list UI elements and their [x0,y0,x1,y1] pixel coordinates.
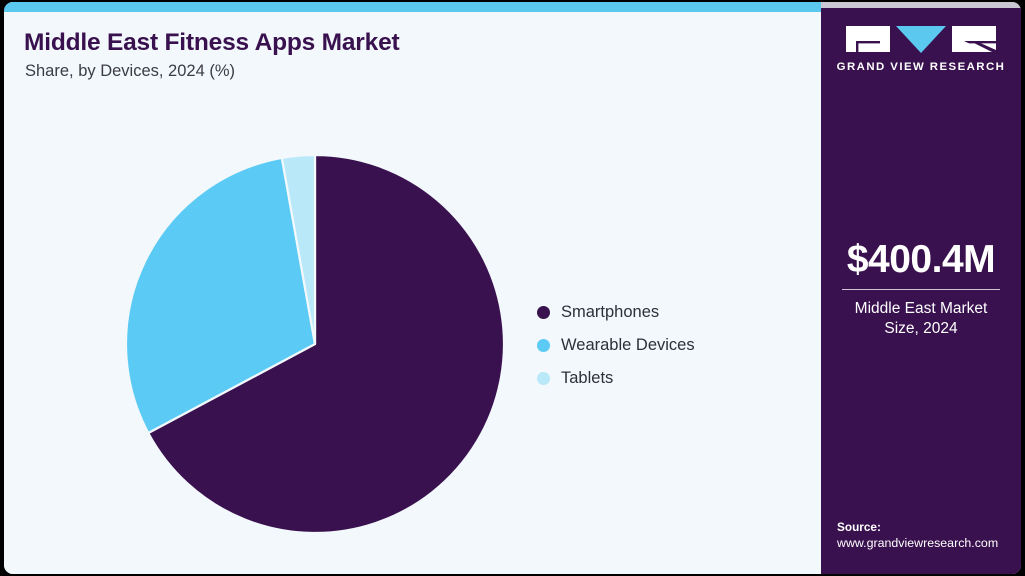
legend-label-wearable-devices: Wearable Devices [561,336,695,354]
pie-slice-smartphones[interactable] [147,155,504,533]
chart-card: Middle East Fitness Apps Market Share, b… [4,2,1021,574]
source-label: Source: [837,520,881,534]
stat-caption: Middle East Market Size, 2024 [821,299,1021,339]
brand-sidebar: GRAND VIEW RESEARCH $400.4M Middle East … [821,2,1021,574]
gvr-logomark-icon [846,26,996,54]
stat-divider [842,288,1000,291]
pie-chart [126,155,504,533]
page-subtitle: Share, by Devices, 2024 (%) [25,62,236,80]
pie-slice-group [126,155,504,533]
legend-item-smartphones[interactable]: Smartphones [537,296,787,329]
top-accent-bar [4,2,821,12]
page-title: Middle East Fitness Apps Market [24,29,400,56]
legend-swatch-wearable-devices [537,339,550,352]
gvr-triangle-icon [896,26,946,53]
stat-caption-line1: Middle East Market [854,300,988,318]
pie-slice-tablets[interactable] [280,155,317,346]
pie-chart-svg [126,155,504,533]
chart-legend: Smartphones Wearable Devices Tablets [537,296,787,395]
grand-view-research-logo: GRAND VIEW RESEARCH [821,24,1021,73]
source-block: Source: www.grandviewresearch.com [837,520,1021,550]
stat-value: $400.4M [846,238,996,281]
chart-panel: Middle East Fitness Apps Market Share, b… [4,12,821,574]
legend-swatch-tablets [537,372,550,385]
stat-caption-line2: Size, 2024 [884,320,958,338]
legend-label-smartphones: Smartphones [561,303,660,321]
logo-wordmark: GRAND VIEW RESEARCH [836,61,1006,73]
sidebar-top-strip [821,2,1021,8]
market-size-stat: $400.4M Middle East Market Size, 2024 [821,238,1021,339]
legend-swatch-smartphones [537,306,550,319]
pie-slice-wearable-devices[interactable] [126,156,317,435]
legend-item-wearable-devices[interactable]: Wearable Devices [537,329,787,362]
legend-item-tablets[interactable]: Tablets [537,362,787,395]
source-url[interactable]: www.grandviewresearch.com [837,536,999,550]
legend-label-tablets: Tablets [561,369,614,387]
